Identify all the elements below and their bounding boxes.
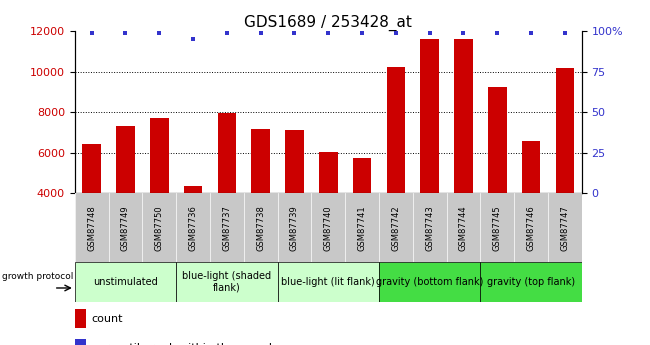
Text: GSM87744: GSM87744 <box>459 205 468 250</box>
Bar <box>285 130 304 193</box>
Text: blue-light (lit flank): blue-light (lit flank) <box>281 277 375 287</box>
Bar <box>319 152 337 193</box>
Bar <box>150 118 168 193</box>
Bar <box>379 262 480 302</box>
Bar <box>218 113 236 193</box>
Text: GSM87747: GSM87747 <box>560 205 569 250</box>
Text: GSM87739: GSM87739 <box>290 205 299 250</box>
Bar <box>176 262 278 302</box>
Point <box>289 30 300 36</box>
Text: GSM87742: GSM87742 <box>391 205 400 250</box>
Bar <box>75 339 86 345</box>
Point <box>492 30 502 36</box>
Bar <box>488 87 506 193</box>
Text: GSM87737: GSM87737 <box>222 205 231 250</box>
Point <box>188 37 198 42</box>
Bar <box>556 68 574 193</box>
Point <box>222 30 232 36</box>
Title: GDS1689 / 253428_at: GDS1689 / 253428_at <box>244 15 412 31</box>
Point <box>526 30 536 36</box>
Bar <box>75 262 176 302</box>
Text: gravity (bottom flank): gravity (bottom flank) <box>376 277 484 287</box>
Point <box>458 30 469 36</box>
Bar <box>278 262 379 302</box>
Text: GSM87738: GSM87738 <box>256 205 265 250</box>
Bar <box>387 67 405 193</box>
Bar <box>522 140 540 193</box>
Bar <box>75 309 86 328</box>
Text: gravity (top flank): gravity (top flank) <box>487 277 575 287</box>
Point <box>154 30 164 36</box>
Bar <box>353 158 371 193</box>
Text: GSM87741: GSM87741 <box>358 205 367 250</box>
Text: percentile rank within the sample: percentile rank within the sample <box>91 344 279 345</box>
Point <box>323 30 333 36</box>
Text: blue-light (shaded
flank): blue-light (shaded flank) <box>182 271 272 293</box>
Text: count: count <box>91 314 122 324</box>
Text: GSM87736: GSM87736 <box>188 205 198 250</box>
Point <box>391 30 401 36</box>
Point <box>560 30 570 36</box>
Text: GSM87740: GSM87740 <box>324 205 333 250</box>
Bar <box>454 39 473 193</box>
Text: unstimulated: unstimulated <box>93 277 158 287</box>
Bar <box>184 186 202 193</box>
Bar <box>480 262 582 302</box>
Point <box>357 30 367 36</box>
Text: GSM87749: GSM87749 <box>121 205 130 250</box>
Bar <box>252 129 270 193</box>
Text: GSM87748: GSM87748 <box>87 205 96 250</box>
Bar <box>83 144 101 193</box>
Text: GSM87745: GSM87745 <box>493 205 502 250</box>
Text: growth protocol: growth protocol <box>2 272 73 280</box>
Bar <box>116 126 135 193</box>
Point <box>424 30 435 36</box>
Point <box>86 30 97 36</box>
Text: GSM87750: GSM87750 <box>155 205 164 250</box>
Bar <box>421 39 439 193</box>
Point <box>120 30 131 36</box>
Text: GSM87743: GSM87743 <box>425 205 434 250</box>
Point <box>255 30 266 36</box>
Text: GSM87746: GSM87746 <box>526 205 536 250</box>
